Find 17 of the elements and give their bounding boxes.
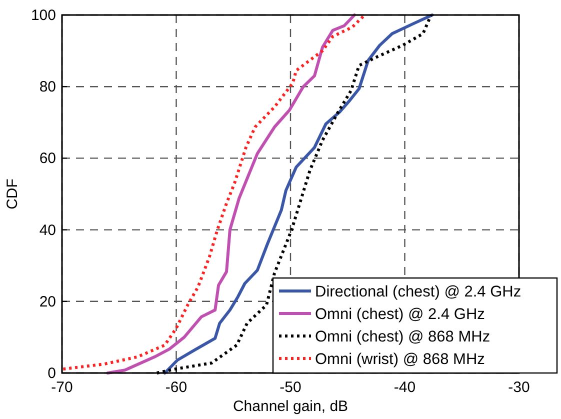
x-axis-title: Channel gain, dB [232,398,348,415]
legend-label: Omni (wrist) @ 868 MHz [315,351,485,368]
legend-label: Omni (chest) @ 2.4 GHz [315,306,485,323]
legend-label: Omni (chest) @ 868 MHz [315,328,490,346]
x-tick-label: -70 [51,379,73,396]
y-tick-label: 20 [39,293,56,310]
y-tick-label: 80 [39,78,56,96]
y-tick-label: 40 [39,222,56,239]
y-tick-label: 0 [48,365,56,382]
y-tick-label: 60 [39,150,56,168]
x-tick-label: -50 [280,379,302,396]
x-tick-label: -30 [508,379,530,396]
y-tick-label: 100 [30,7,56,24]
y-axis-title: CDF [4,178,21,210]
x-tick-label: -60 [165,379,188,396]
legend-label: Directional (chest) @ 2.4 GHz [315,284,522,300]
x-tick-label: -40 [394,379,416,396]
